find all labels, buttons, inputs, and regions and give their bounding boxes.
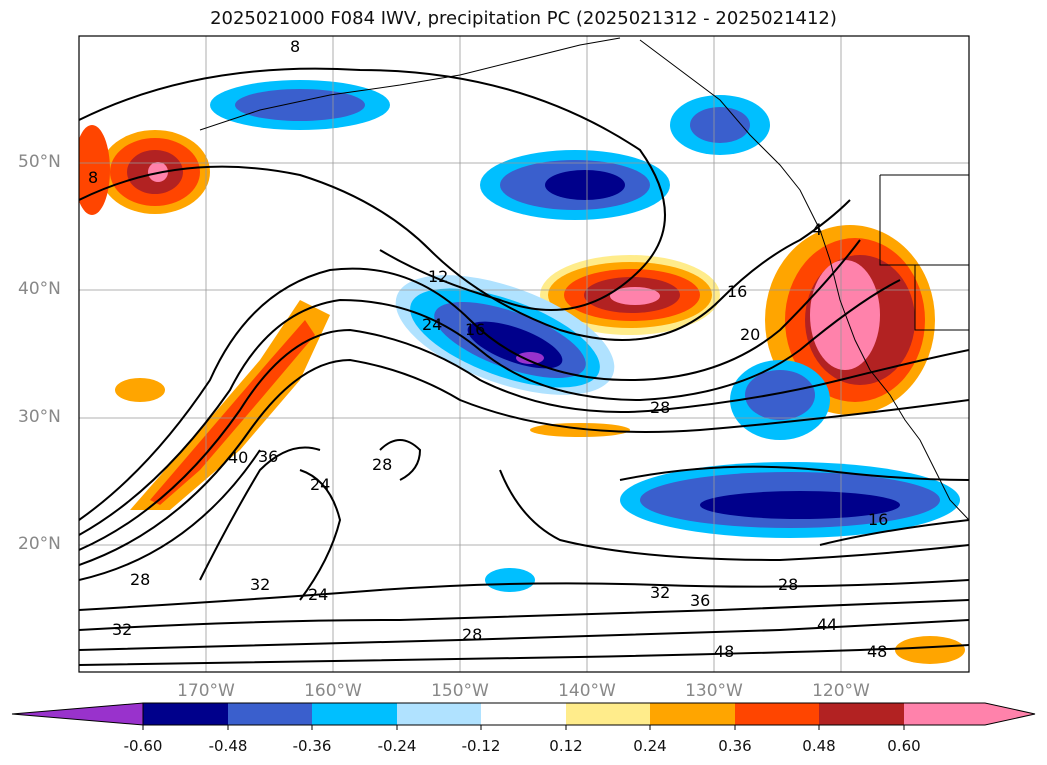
colorbar-swatch [312, 703, 397, 725]
coastline [199, 37, 969, 521]
lat-label: 40°N [18, 279, 61, 299]
map-title: 2025021000 F084 IWV, precipitation PC (2… [210, 8, 837, 29]
contour-label: 44 [817, 615, 837, 634]
colorbar-tick-label: 0.48 [802, 737, 836, 755]
contour-label: 24 [310, 475, 330, 494]
colorbar-tick-label: 0.12 [549, 737, 583, 755]
contour-labels: 8 8 12 16 24 16 20 4 28 28 40 36 24 28 3… [88, 37, 888, 661]
contour-label: 32 [112, 620, 132, 639]
contour-label: 28 [462, 625, 482, 644]
contour-label: 16 [727, 282, 747, 301]
lon-label: 170°W [177, 681, 235, 701]
contour-label: 36 [258, 447, 278, 466]
map-frame [78, 35, 970, 673]
map-plot-area: 8 8 12 16 24 16 20 4 28 28 40 36 24 28 3… [79, 36, 969, 672]
contour-label: 28 [372, 455, 392, 474]
lon-label: 160°W [304, 681, 362, 701]
colorbar-tick-label: -0.12 [461, 737, 501, 755]
contour-label: 36 [690, 591, 710, 610]
contour-label: 32 [250, 575, 270, 594]
lon-label: 130°W [685, 681, 743, 701]
contour-label: 28 [650, 398, 670, 417]
contour-label: 28 [778, 575, 798, 594]
contour-label: 8 [290, 37, 300, 56]
contour-label: 20 [740, 325, 760, 344]
contour-label: 28 [130, 570, 150, 589]
contour-label: 8 [88, 168, 98, 187]
colorbar-swatch [481, 703, 566, 725]
colorbar-tick-label: 0.36 [718, 737, 752, 755]
contour-label: 40 [228, 448, 248, 467]
colorbar-swatch [819, 703, 904, 725]
colorbar-tick-label: 0.24 [633, 737, 667, 755]
iwv-contours [79, 67, 969, 666]
lat-label: 20°N [18, 534, 61, 554]
colorbar-swatch [566, 703, 650, 725]
colorbar-swatch [650, 703, 735, 725]
contour-label: 48 [867, 642, 887, 661]
precip-fill [79, 80, 965, 664]
colorbar-swatch [143, 703, 228, 725]
contour-label: 48 [714, 642, 734, 661]
lon-label: 140°W [558, 681, 616, 701]
colorbar-extend-low [11, 702, 144, 726]
colorbar-swatch [397, 703, 481, 725]
contour-label: 32 [650, 583, 670, 602]
colorbar-tick-label: 0.60 [887, 737, 921, 755]
colorbar-extend-high [904, 703, 1035, 725]
contour-label: 24 [308, 585, 328, 604]
lon-label: 150°W [431, 681, 489, 701]
colorbar-swatch [228, 703, 312, 725]
colorbar-tick-label: -0.36 [292, 737, 332, 755]
lat-label: 30°N [18, 407, 61, 427]
colorbar-tick-label: -0.24 [377, 737, 417, 755]
colorbar-tick-label: -0.48 [208, 737, 248, 755]
colorbar-tick-label: -0.60 [123, 737, 163, 755]
contour-label: 12 [428, 267, 448, 286]
colorbar-swatch [735, 703, 819, 725]
lat-label: 50°N [18, 152, 61, 172]
contour-label: 4 [812, 220, 822, 239]
lon-label: 120°W [812, 681, 870, 701]
contour-label: 24 [422, 315, 442, 334]
colorbar [11, 702, 1036, 730]
contour-label: 16 [868, 510, 888, 529]
contour-label: 16 [465, 320, 485, 339]
